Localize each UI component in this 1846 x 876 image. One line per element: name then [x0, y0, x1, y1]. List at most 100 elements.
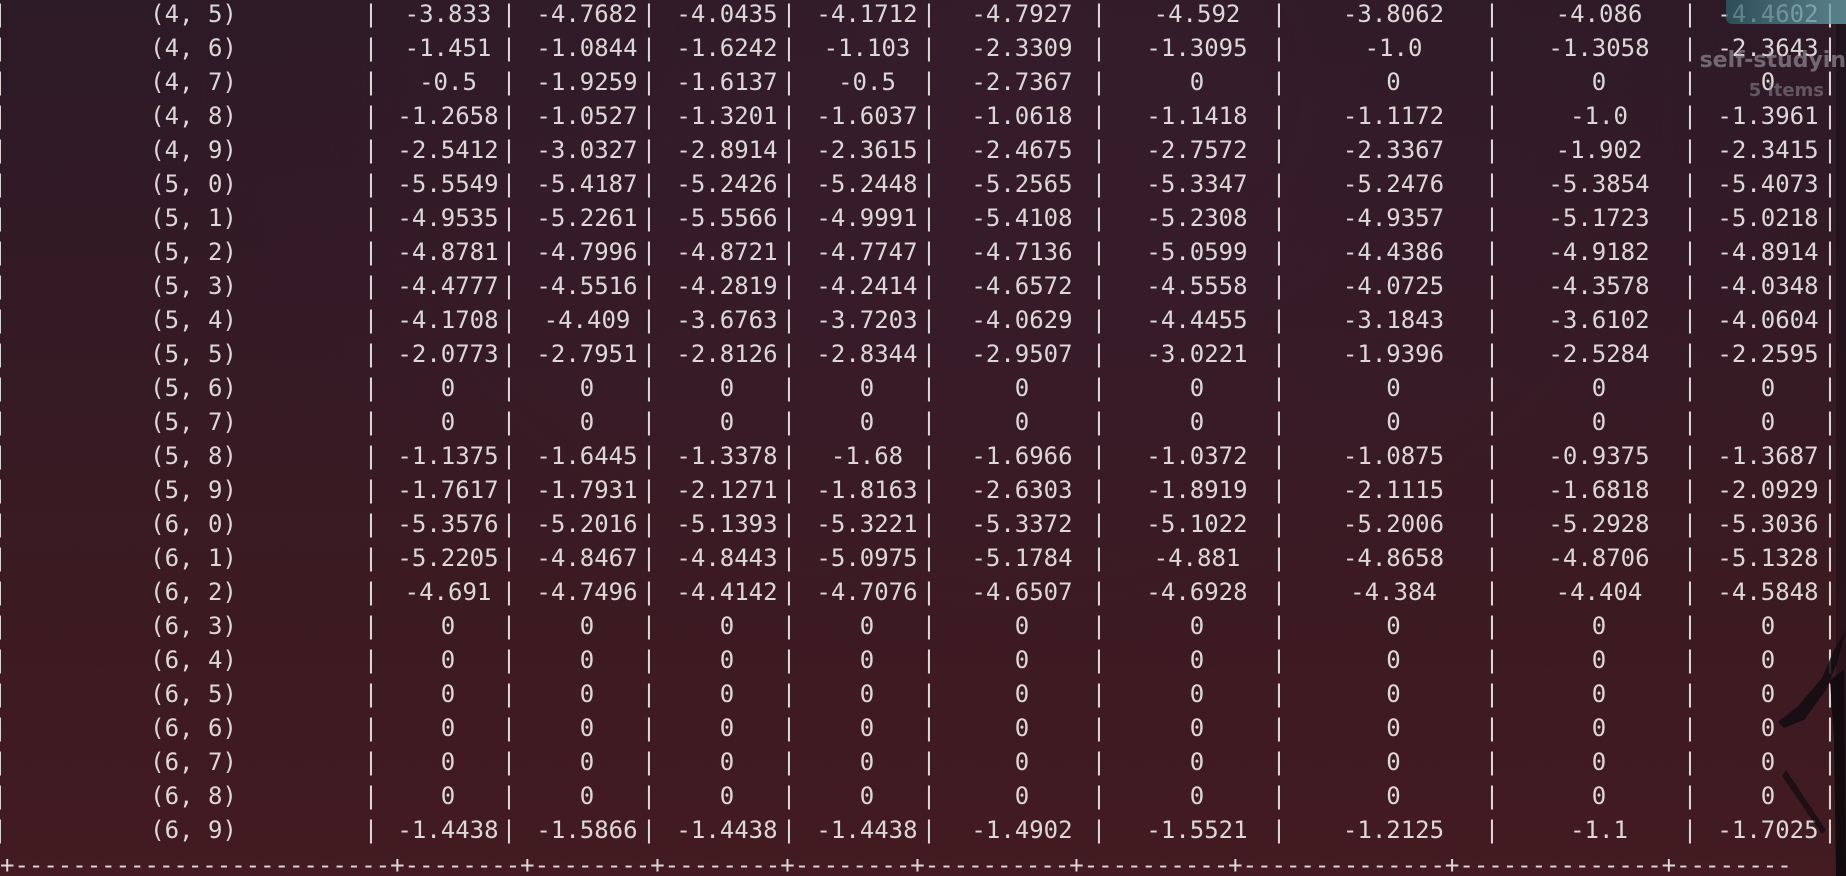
value-cell: 0: [579, 646, 595, 674]
value-cell: -1.5866: [536, 816, 638, 844]
column-separator: |: [363, 238, 379, 266]
value-cell: -2.0929: [1717, 476, 1819, 504]
column-separator: |: [1484, 170, 1500, 198]
column-separator: |: [781, 34, 797, 62]
column-separator: |: [501, 374, 517, 402]
value-cell: -4.5848: [1717, 578, 1819, 606]
value-cell: 0: [719, 646, 735, 674]
column-separator: |: [363, 510, 379, 538]
column-separator: |: [1091, 68, 1107, 96]
table-row: | | | | | | | | | | | (4, 9) -2.5412 -3.0327 -2.8914 -2…: [0, 133, 1846, 167]
column-separator: |: [1271, 340, 1287, 368]
column-separator: |: [921, 306, 937, 334]
column-separator: |: [1484, 68, 1500, 96]
column-separator: |: [781, 714, 797, 742]
column-separator: |: [781, 544, 797, 572]
column-separator: |: [1484, 476, 1500, 504]
column-separator: |: [1091, 646, 1107, 674]
column-separator: |: [0, 507, 8, 541]
column-separator: |: [1822, 34, 1838, 62]
state-key-cell: (6, 0): [150, 510, 237, 538]
column-separator: |: [921, 238, 937, 266]
value-cell: 0: [440, 374, 456, 402]
column-separator: |: [363, 680, 379, 708]
column-separator: |: [1682, 680, 1698, 708]
column-separator: |: [1682, 408, 1698, 436]
window-edge: [1836, 0, 1846, 876]
column-separator: |: [1822, 136, 1838, 164]
value-cell: -2.7572: [1146, 136, 1248, 164]
value-cell: -2.9507: [971, 340, 1073, 368]
column-separator: |: [1822, 408, 1838, 436]
column-separator: |: [0, 677, 8, 711]
value-cell: -4.1712: [816, 0, 918, 28]
column-separator: |: [363, 646, 379, 674]
column-separator: |: [1091, 170, 1107, 198]
value-cell: -1.1: [1570, 816, 1628, 844]
value-cell: 0: [1189, 408, 1205, 436]
value-cell: 0: [1386, 680, 1401, 708]
value-cell: -4.7496: [536, 578, 638, 606]
value-cell: 0: [579, 408, 595, 436]
column-separator: |: [641, 782, 657, 810]
column-separator: |: [1484, 646, 1500, 674]
value-cell: -5.4108: [971, 204, 1073, 232]
value-cell: -4.384: [1350, 578, 1437, 606]
column-separator: |: [363, 340, 379, 368]
column-separator: |: [1271, 680, 1287, 708]
value-cell: -3.6102: [1548, 306, 1650, 334]
column-separator: |: [641, 136, 657, 164]
column-separator: |: [363, 136, 379, 164]
column-separator: |: [781, 510, 797, 538]
value-cell: -1.6445: [536, 442, 638, 470]
value-cell: -1.1172: [1342, 102, 1445, 130]
value-cell: 0: [579, 612, 595, 640]
column-separator: |: [1682, 0, 1698, 28]
value-cell: 0: [1386, 68, 1401, 96]
value-cell: -4.881: [1153, 544, 1241, 572]
value-cell: 0: [1760, 748, 1776, 776]
state-key-cell: (5, 7): [150, 408, 237, 436]
column-separator: |: [1822, 510, 1838, 538]
value-cell: -1.103: [823, 34, 911, 62]
column-separator: |: [0, 31, 8, 65]
column-separator: |: [921, 442, 937, 470]
column-separator: |: [501, 646, 517, 674]
column-separator: |: [1091, 510, 1107, 538]
value-cell: 0: [440, 408, 456, 436]
value-cell: -2.4675: [971, 136, 1073, 164]
state-key-cell: (5, 5): [150, 340, 237, 368]
column-separator: |: [0, 337, 8, 371]
value-cell: -2.6303: [971, 476, 1073, 504]
column-separator: |: [921, 578, 937, 606]
value-cell: -1.6037: [816, 102, 918, 130]
column-separator: |: [363, 816, 379, 844]
column-separator: |: [781, 340, 797, 368]
table-row: | | | | | | | | | | | (5, 4) -4.1708 -4.409 -3.6763 -3.…: [0, 303, 1846, 337]
value-cell: -5.5566: [676, 204, 778, 232]
column-separator: |: [501, 442, 517, 470]
table-row: | | | | | | | | | | | (4, 8) -1.2658 -1.0527 -1.3201 -1…: [0, 99, 1846, 133]
value-cell: -1.0: [1364, 34, 1423, 62]
state-key-cell: (5, 8): [150, 442, 237, 470]
column-separator: |: [1091, 816, 1107, 844]
column-separator: |: [501, 408, 517, 436]
column-separator: |: [363, 782, 379, 810]
column-separator: |: [1484, 306, 1500, 334]
value-cell: 0: [719, 748, 735, 776]
column-separator: |: [0, 0, 8, 31]
column-separator: |: [363, 748, 379, 776]
value-cell: 0: [579, 374, 595, 402]
column-separator: |: [781, 408, 797, 436]
column-separator: |: [501, 680, 517, 708]
state-key-cell: (6, 4): [150, 646, 237, 674]
column-separator: |: [1091, 476, 1107, 504]
value-cell: 0: [1386, 646, 1401, 674]
column-separator: |: [1484, 680, 1500, 708]
column-separator: |: [781, 0, 797, 28]
column-separator: |: [0, 711, 8, 745]
column-separator: |: [1271, 816, 1287, 844]
column-separator: |: [641, 578, 657, 606]
